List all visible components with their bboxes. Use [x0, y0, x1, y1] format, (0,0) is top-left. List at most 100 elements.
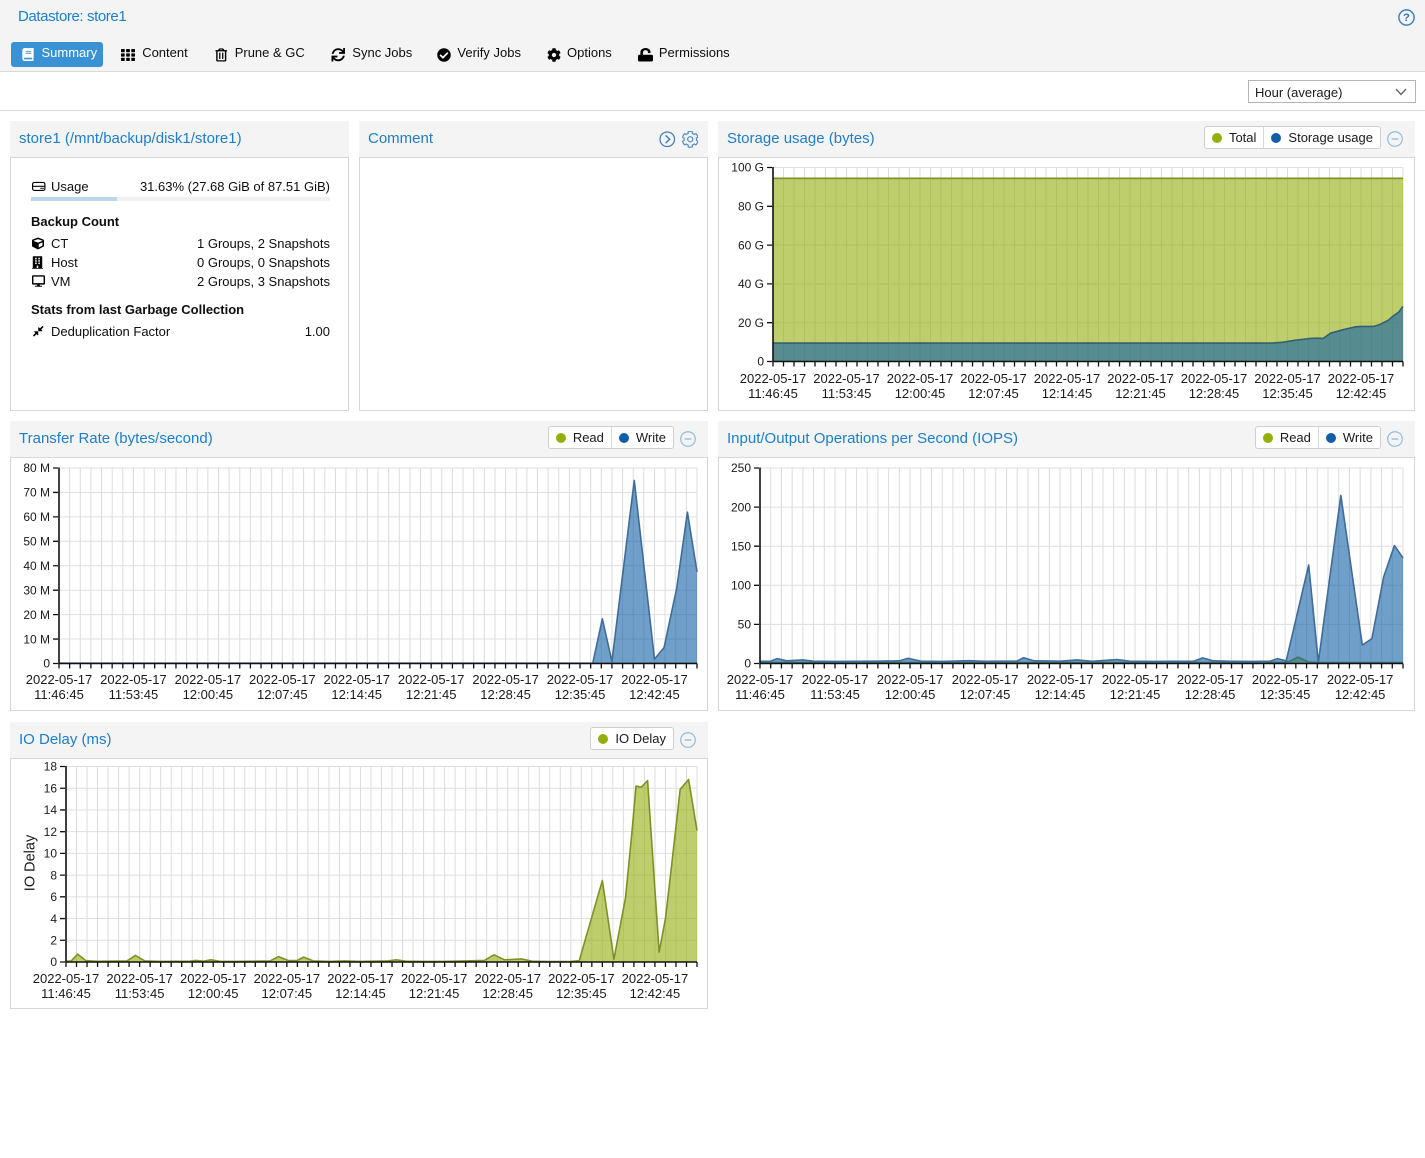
- svg-text:12:00:45: 12:00:45: [183, 687, 234, 702]
- svg-text:12:14:45: 12:14:45: [1035, 687, 1086, 702]
- svg-text:12:21:45: 12:21:45: [406, 687, 457, 702]
- svg-text:2022-05-17: 2022-05-17: [740, 371, 807, 386]
- svg-text:20 M: 20 M: [23, 608, 50, 622]
- svg-text:30 M: 30 M: [23, 583, 50, 597]
- svg-text:2022-05-17: 2022-05-17: [1027, 672, 1094, 687]
- svg-text:2022-05-17: 2022-05-17: [175, 672, 242, 687]
- svg-text:2022-05-17: 2022-05-17: [474, 971, 541, 986]
- svg-text:0: 0: [744, 657, 751, 671]
- svg-text:2022-05-17: 2022-05-17: [106, 971, 173, 986]
- svg-text:12: 12: [44, 825, 58, 839]
- svg-text:2022-05-17: 2022-05-17: [1254, 371, 1321, 386]
- svg-text:2022-05-17: 2022-05-17: [877, 672, 944, 687]
- svg-text:2022-05-17: 2022-05-17: [472, 672, 539, 687]
- svg-text:2022-05-17: 2022-05-17: [1107, 371, 1174, 386]
- svg-text:12:21:45: 12:21:45: [409, 986, 460, 1001]
- svg-text:11:46:45: 11:46:45: [34, 687, 84, 702]
- svg-text:250: 250: [731, 461, 751, 475]
- svg-text:12:00:45: 12:00:45: [895, 386, 946, 401]
- svg-text:2022-05-17: 2022-05-17: [621, 672, 688, 687]
- svg-text:2022-05-17: 2022-05-17: [1327, 672, 1394, 687]
- svg-text:12:21:45: 12:21:45: [1115, 386, 1166, 401]
- svg-text:2022-05-17: 2022-05-17: [887, 371, 954, 386]
- svg-text:10: 10: [44, 847, 58, 861]
- svg-text:12:42:45: 12:42:45: [629, 687, 680, 702]
- svg-text:8: 8: [50, 868, 57, 882]
- svg-text:2022-05-17: 2022-05-17: [323, 672, 390, 687]
- svg-text:12:07:45: 12:07:45: [960, 687, 1011, 702]
- svg-text:100 G: 100 G: [731, 161, 764, 175]
- svg-text:200: 200: [731, 500, 751, 514]
- svg-text:2022-05-17: 2022-05-17: [33, 971, 100, 986]
- svg-text:12:28:45: 12:28:45: [482, 986, 533, 1001]
- svg-text:11:46:45: 11:46:45: [748, 386, 798, 401]
- svg-text:20 G: 20 G: [738, 316, 764, 330]
- svg-text:12:14:45: 12:14:45: [335, 986, 386, 1001]
- svg-text:2022-05-17: 2022-05-17: [1034, 371, 1101, 386]
- svg-text:12:35:45: 12:35:45: [1262, 386, 1313, 401]
- svg-text:0: 0: [50, 955, 57, 969]
- svg-text:11:53:45: 11:53:45: [115, 986, 165, 1001]
- svg-text:40 G: 40 G: [738, 277, 764, 291]
- svg-text:2022-05-17: 2022-05-17: [727, 672, 794, 687]
- svg-text:12:35:45: 12:35:45: [556, 986, 607, 1001]
- svg-text:60 M: 60 M: [23, 510, 50, 524]
- svg-text:IO Delay: IO Delay: [23, 834, 39, 891]
- svg-text:40 M: 40 M: [23, 559, 50, 573]
- svg-text:12:28:45: 12:28:45: [1189, 386, 1240, 401]
- svg-text:12:35:45: 12:35:45: [555, 687, 606, 702]
- svg-text:2022-05-17: 2022-05-17: [254, 971, 321, 986]
- svg-text:11:53:45: 11:53:45: [822, 386, 872, 401]
- svg-text:6: 6: [50, 890, 57, 904]
- svg-text:11:53:45: 11:53:45: [109, 687, 159, 702]
- svg-text:14: 14: [44, 803, 58, 817]
- svg-text:2022-05-17: 2022-05-17: [1252, 672, 1319, 687]
- svg-text:12:28:45: 12:28:45: [480, 687, 531, 702]
- svg-text:12:07:45: 12:07:45: [262, 986, 313, 1001]
- svg-text:12:28:45: 12:28:45: [1185, 687, 1236, 702]
- svg-text:2022-05-17: 2022-05-17: [548, 971, 615, 986]
- svg-text:4: 4: [50, 912, 57, 926]
- svg-text:12:42:45: 12:42:45: [1335, 687, 1386, 702]
- svg-text:80 G: 80 G: [738, 200, 764, 214]
- svg-text:2022-05-17: 2022-05-17: [249, 672, 316, 687]
- svg-text:?: ?: [1403, 12, 1410, 24]
- svg-text:12:14:45: 12:14:45: [1042, 386, 1093, 401]
- svg-text:12:35:45: 12:35:45: [1260, 687, 1311, 702]
- svg-text:12:07:45: 12:07:45: [968, 386, 1019, 401]
- svg-text:16: 16: [44, 781, 58, 795]
- svg-text:12:14:45: 12:14:45: [331, 687, 382, 702]
- svg-text:150: 150: [731, 539, 751, 553]
- svg-text:70 M: 70 M: [23, 486, 50, 500]
- svg-text:10 M: 10 M: [23, 632, 50, 646]
- svg-text:12:00:45: 12:00:45: [188, 986, 239, 1001]
- svg-text:2022-05-17: 2022-05-17: [1181, 371, 1248, 386]
- svg-text:80 M: 80 M: [23, 461, 50, 475]
- svg-text:2022-05-17: 2022-05-17: [180, 971, 247, 986]
- svg-text:12:42:45: 12:42:45: [1336, 386, 1387, 401]
- svg-text:12:07:45: 12:07:45: [257, 687, 308, 702]
- svg-text:2022-05-17: 2022-05-17: [960, 371, 1027, 386]
- svg-text:18: 18: [44, 760, 58, 774]
- svg-text:2022-05-17: 2022-05-17: [952, 672, 1019, 687]
- svg-text:2022-05-17: 2022-05-17: [398, 672, 465, 687]
- svg-text:0: 0: [757, 355, 764, 369]
- svg-text:50: 50: [738, 618, 752, 632]
- svg-text:2022-05-17: 2022-05-17: [1328, 371, 1395, 386]
- svg-text:0: 0: [43, 657, 50, 671]
- svg-text:60 G: 60 G: [738, 238, 764, 252]
- svg-text:2022-05-17: 2022-05-17: [622, 971, 689, 986]
- svg-text:100: 100: [731, 579, 751, 593]
- svg-text:2022-05-17: 2022-05-17: [401, 971, 468, 986]
- svg-text:2022-05-17: 2022-05-17: [100, 672, 167, 687]
- svg-text:2022-05-17: 2022-05-17: [813, 371, 880, 386]
- svg-text:12:21:45: 12:21:45: [1110, 687, 1161, 702]
- svg-text:2022-05-17: 2022-05-17: [1102, 672, 1169, 687]
- svg-text:2: 2: [50, 933, 57, 947]
- svg-text:2022-05-17: 2022-05-17: [1177, 672, 1244, 687]
- svg-text:2022-05-17: 2022-05-17: [547, 672, 614, 687]
- svg-text:12:42:45: 12:42:45: [630, 986, 681, 1001]
- svg-text:11:53:45: 11:53:45: [810, 687, 860, 702]
- svg-text:2022-05-17: 2022-05-17: [327, 971, 394, 986]
- svg-text:2022-05-17: 2022-05-17: [802, 672, 869, 687]
